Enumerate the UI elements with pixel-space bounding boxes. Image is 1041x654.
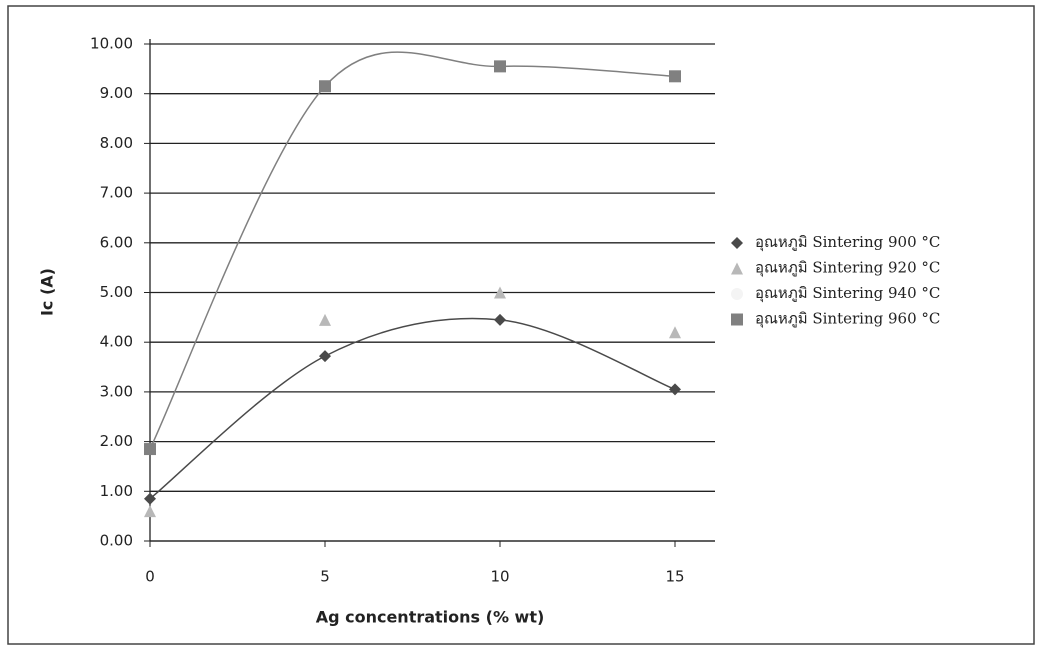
y-tick-label: 2.00: [100, 432, 133, 450]
y-tick-label: 8.00: [100, 134, 133, 152]
marker: [669, 70, 681, 82]
y-tick-label: 9.00: [100, 84, 133, 102]
y-tick-label: 10.00: [90, 35, 133, 53]
legend-marker: [731, 314, 743, 326]
legend-label: อุณหภูมิ Sintering 900 °C: [755, 233, 940, 252]
legend-label: อุณหภูมิ Sintering 940 °C: [755, 284, 940, 303]
marker: [319, 80, 331, 92]
x-tick-label: 5: [320, 568, 330, 586]
marker: [494, 60, 506, 72]
marker: [144, 443, 156, 455]
y-axis-title: Ic (A): [38, 268, 57, 316]
x-axis-title: Ag concentrations (% wt): [316, 608, 545, 627]
x-tick-label: 10: [490, 568, 509, 586]
y-tick-label: 0.00: [100, 532, 133, 550]
x-tick-label: 0: [145, 568, 155, 586]
legend-label: อุณหภูมิ Sintering 960 °C: [755, 310, 940, 329]
legend-label: อุณหภูมิ Sintering 920 °C: [755, 259, 940, 278]
chart: Ag concentrations (% wt) Ic (A) 0.00 1.00…: [0, 0, 1041, 650]
y-tick-label: 4.00: [100, 333, 133, 351]
y-tick-label: 3.00: [100, 382, 133, 400]
x-tick-label: 15: [665, 568, 684, 586]
y-tick-label: 6.00: [100, 233, 133, 251]
y-tick-label: 5.00: [100, 283, 133, 301]
legend-marker: [731, 288, 743, 300]
y-tick-label: 7.00: [100, 184, 133, 202]
y-tick-label: 1.00: [100, 482, 133, 500]
